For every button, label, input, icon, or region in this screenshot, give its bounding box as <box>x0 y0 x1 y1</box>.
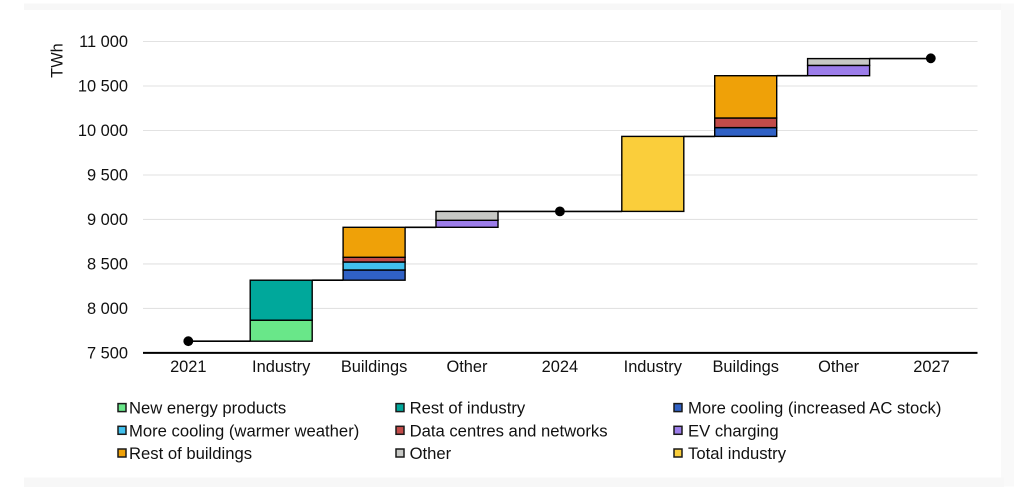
svg-text:Other: Other <box>818 358 860 376</box>
svg-text:11 000: 11 000 <box>79 33 128 51</box>
svg-text:Other: Other <box>410 444 452 463</box>
svg-text:Buildings: Buildings <box>712 358 779 376</box>
svg-text:2021: 2021 <box>170 358 206 376</box>
svg-text:Rest of industry: Rest of industry <box>410 399 526 418</box>
svg-text:2027: 2027 <box>913 358 949 376</box>
svg-text:Total industry: Total industry <box>688 444 787 463</box>
svg-text:Rest of buildings: Rest of buildings <box>129 444 252 463</box>
svg-text:10 000: 10 000 <box>78 122 128 140</box>
svg-text:2024: 2024 <box>542 358 578 376</box>
svg-text:TWh: TWh <box>49 43 67 78</box>
svg-text:New energy products: New energy products <box>129 399 286 418</box>
svg-text:More cooling (increased AC sto: More cooling (increased AC stock) <box>688 399 941 418</box>
svg-text:Buildings: Buildings <box>341 358 408 376</box>
svg-text:8 000: 8 000 <box>87 300 128 318</box>
svg-text:Other: Other <box>447 358 489 376</box>
svg-text:EV charging: EV charging <box>688 421 779 440</box>
svg-text:Industry: Industry <box>252 358 311 376</box>
svg-text:9 000: 9 000 <box>87 211 128 229</box>
svg-text:More cooling (warmer weather): More cooling (warmer weather) <box>129 421 359 440</box>
svg-text:Industry: Industry <box>624 358 683 376</box>
svg-text:7 500: 7 500 <box>87 345 128 363</box>
svg-text:9 500: 9 500 <box>87 167 128 185</box>
svg-text:10 500: 10 500 <box>78 78 128 96</box>
svg-text:8 500: 8 500 <box>87 256 128 274</box>
svg-text:Data centres and networks: Data centres and networks <box>410 421 608 440</box>
